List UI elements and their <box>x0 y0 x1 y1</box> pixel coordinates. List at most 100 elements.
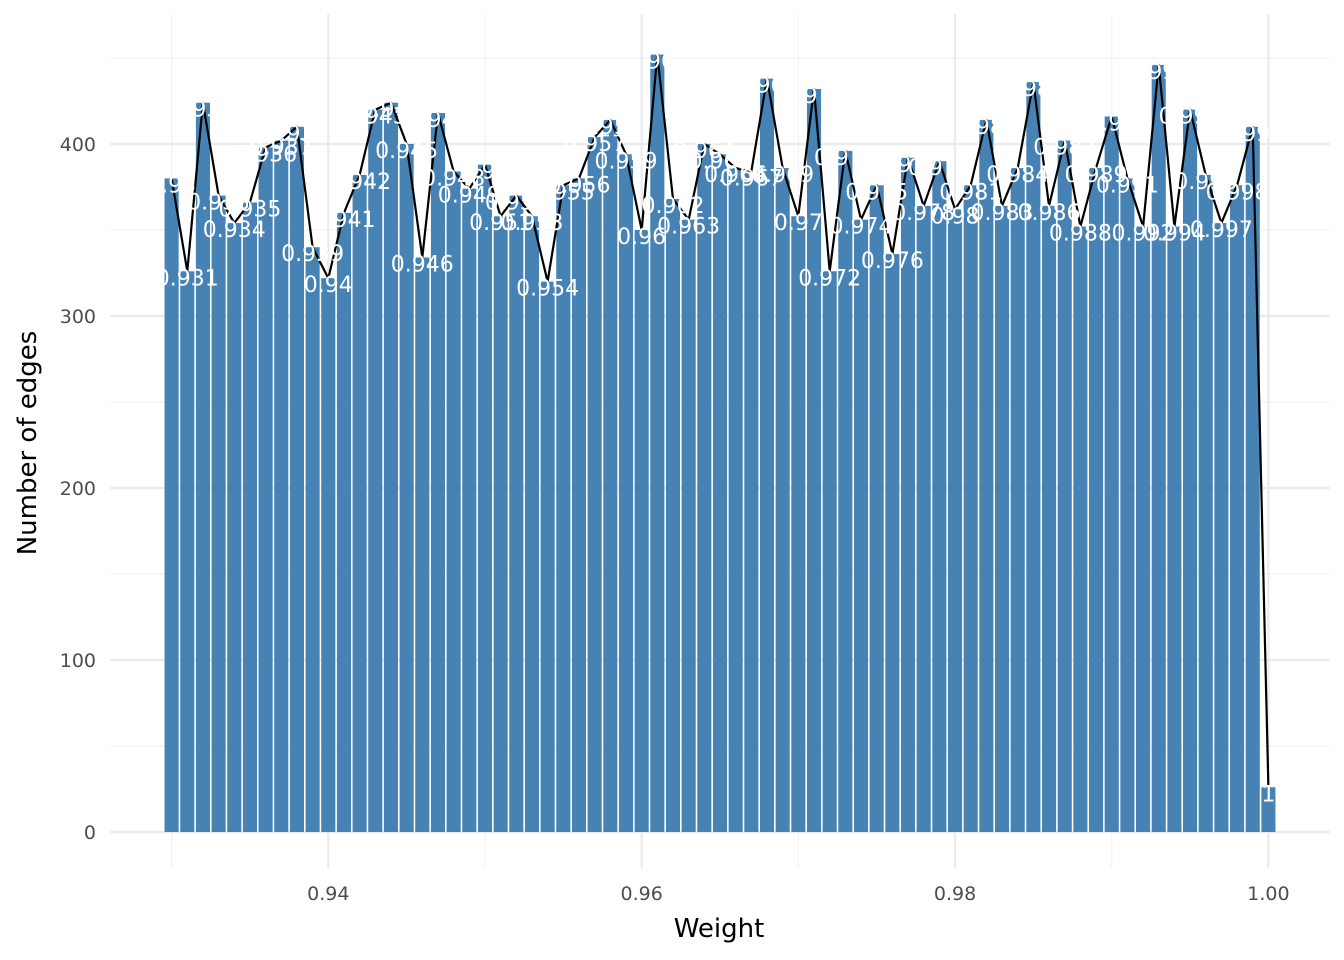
bar-label: 0.946 <box>391 253 454 278</box>
bar <box>258 147 273 832</box>
bar <box>712 154 728 832</box>
bar <box>1010 168 1025 832</box>
bar <box>791 216 806 833</box>
bar <box>1167 226 1182 832</box>
bar-label: 0.971 <box>783 84 846 109</box>
bar-label: 0.952 <box>485 191 548 216</box>
x-tick-label: 0.94 <box>307 883 349 905</box>
bar <box>947 209 963 833</box>
bar <box>274 140 289 832</box>
bar-label: 0.951 <box>469 211 532 236</box>
bar-label: 0.974 <box>830 215 893 240</box>
bar-label: 0.936 <box>234 142 297 167</box>
bar-label: 0.93 <box>147 173 196 198</box>
bar-label: 0.975 <box>845 180 908 205</box>
bar-label: 0.998 <box>1206 180 1269 205</box>
bar <box>1041 205 1057 833</box>
bar-label: 0.973 <box>814 146 877 171</box>
bar-label: 0.968 <box>736 74 799 99</box>
bar-label: 0.967 <box>720 167 783 192</box>
bar <box>587 137 602 832</box>
bar <box>1104 116 1119 833</box>
bar-label: 0.955 <box>532 180 595 205</box>
bar-label: 0.932 <box>171 98 234 123</box>
bar <box>822 271 837 832</box>
bar <box>900 157 916 832</box>
bar <box>603 119 618 833</box>
bar-label: 0.956 <box>547 173 610 198</box>
bar-label: 0.96 <box>617 225 666 250</box>
y-tick-label: 0 <box>84 822 96 844</box>
bar <box>493 216 508 833</box>
y-axis-tick-labels: 0 100 200 300 400 <box>60 134 96 844</box>
bar-label: 0.963 <box>657 215 720 240</box>
bar-label: 0.987 <box>1033 136 1096 161</box>
bar-label: 0.931 <box>156 266 219 291</box>
bar-label: 0.94 <box>304 273 353 298</box>
bar <box>1073 226 1088 832</box>
bar-label: 0.984 <box>986 163 1049 188</box>
bar <box>399 144 414 832</box>
bar <box>806 88 822 832</box>
bar <box>994 205 1010 833</box>
bar <box>446 171 461 832</box>
bar-label: 0.941 <box>312 208 375 233</box>
bar-label: 0.993 <box>1127 60 1190 85</box>
x-axis-tick-labels: 0.94 0.96 0.98 1.00 <box>307 883 1289 905</box>
bar-label: 0.996 <box>1174 170 1237 195</box>
bar-label: 0.937 <box>250 136 313 161</box>
bar <box>838 150 853 832</box>
bar-label: 0.991 <box>1096 173 1159 198</box>
bar-label: 0.977 <box>877 153 940 178</box>
bar <box>650 54 665 833</box>
bar-label: 0.943 <box>344 105 407 130</box>
bar-label: 0.992 <box>1112 222 1175 247</box>
bar <box>1120 178 1135 832</box>
bar <box>415 257 430 832</box>
bar <box>1198 174 1213 832</box>
bar-label: 0.972 <box>798 266 861 291</box>
bar <box>634 230 649 832</box>
bar <box>180 271 195 832</box>
bar-label: 0.935 <box>218 197 281 222</box>
x-tick-label: 0.96 <box>621 883 663 905</box>
bar <box>305 247 320 832</box>
bar-label: 0.981 <box>939 180 1002 205</box>
bar <box>869 185 884 832</box>
bar-label: 0.954 <box>516 277 579 302</box>
bar-label: 0.969 <box>751 163 814 188</box>
bar-label: 0.985 <box>1002 77 1065 102</box>
bar-label: 0.95 <box>460 160 509 185</box>
bar-label: 0.978 <box>892 201 955 226</box>
bar-label: 1 <box>1261 782 1275 807</box>
bar <box>430 113 446 833</box>
bar <box>1151 64 1166 832</box>
bar <box>289 126 304 833</box>
bar <box>524 216 540 833</box>
bar-label: 0.965 <box>689 149 752 174</box>
bar-label: 0.997 <box>1190 218 1253 243</box>
bar <box>916 205 931 833</box>
bar <box>336 212 352 833</box>
bar-label: 0.934 <box>203 218 266 243</box>
bar-label: 0.939 <box>281 242 344 267</box>
frequency-line <box>170 53 1270 788</box>
bar-label: 0.933 <box>187 191 250 216</box>
bar <box>242 202 257 833</box>
x-tick-label: 1.00 <box>1247 883 1289 905</box>
bar <box>383 102 399 833</box>
bar-label: 0.994 <box>1143 222 1206 247</box>
bar <box>1230 185 1245 832</box>
bar-label: 0.959 <box>594 149 657 174</box>
bar-label: 0.949 <box>438 184 501 209</box>
bar <box>477 164 493 832</box>
bar-label: 0.98 <box>931 204 980 229</box>
bar-label: 0.948 <box>422 167 485 192</box>
bar-label: 0.966 <box>704 163 767 188</box>
bar <box>775 168 790 832</box>
bar-label: 0.944 <box>359 98 422 123</box>
bar <box>665 199 681 833</box>
bar <box>728 168 743 832</box>
